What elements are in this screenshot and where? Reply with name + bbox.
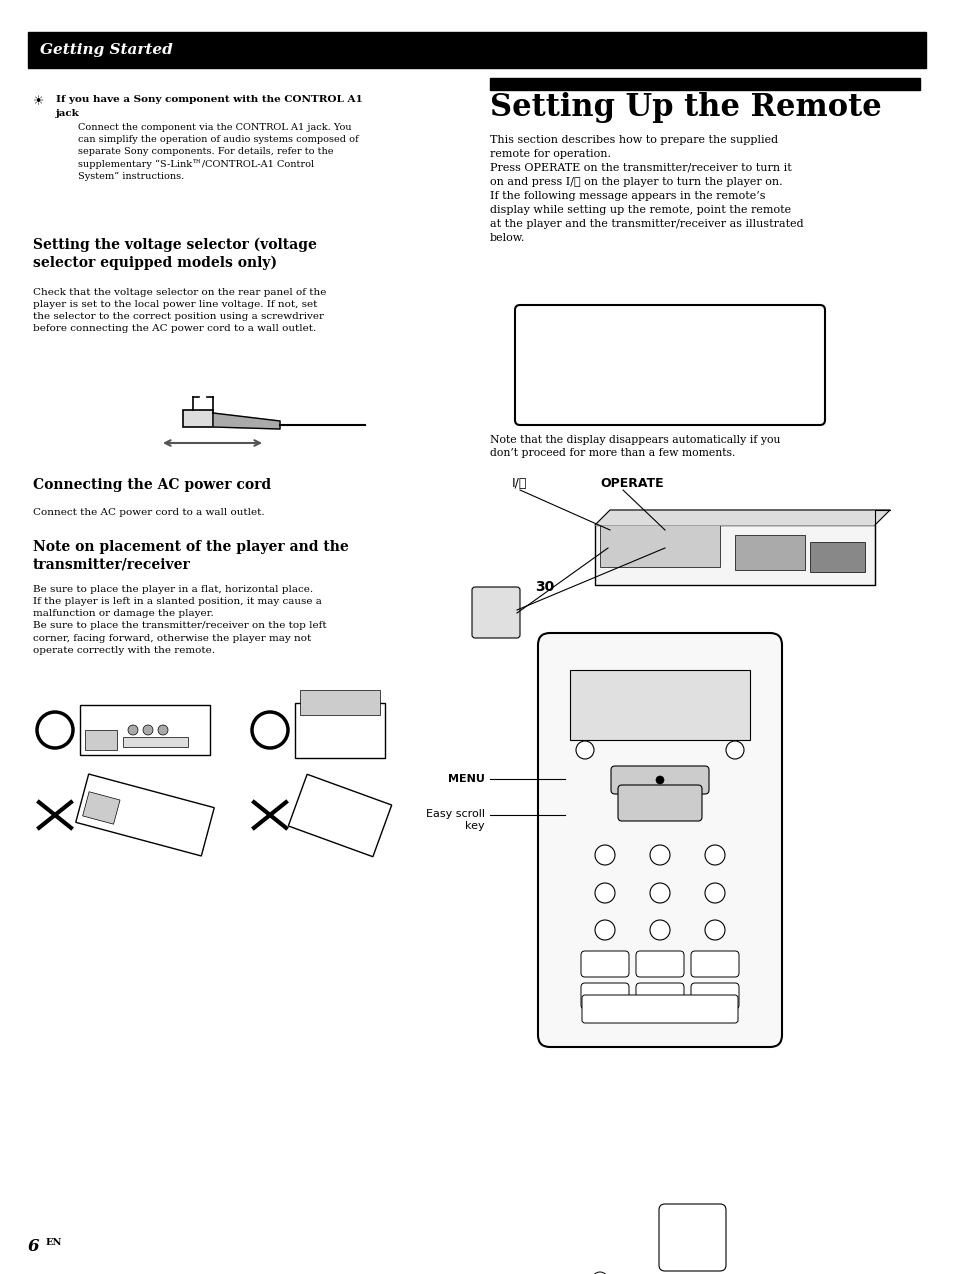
Text: Connecting the AC power cord: Connecting the AC power cord bbox=[33, 478, 271, 492]
Text: ☀: ☀ bbox=[33, 96, 44, 108]
Bar bbox=[288, 775, 392, 856]
FancyBboxPatch shape bbox=[537, 633, 781, 1047]
Text: Getting Started: Getting Started bbox=[40, 43, 172, 57]
Text: jack: jack bbox=[56, 110, 80, 118]
Text: Note on placement of the player and the
transmitter/receiver: Note on placement of the player and the … bbox=[33, 540, 349, 571]
Text: Connect the AC power cord to a wall outlet.: Connect the AC power cord to a wall outl… bbox=[33, 508, 264, 517]
Text: Easy scroll
key: Easy scroll key bbox=[426, 809, 484, 831]
FancyBboxPatch shape bbox=[595, 525, 874, 585]
FancyBboxPatch shape bbox=[581, 995, 738, 1023]
Bar bbox=[569, 670, 749, 740]
Circle shape bbox=[649, 845, 669, 865]
Circle shape bbox=[656, 776, 663, 784]
Bar bbox=[28, 32, 925, 68]
Text: Connect the component via the CONTROL A1 jack. You
can simplify the operation of: Connect the component via the CONTROL A1… bbox=[78, 124, 358, 181]
FancyBboxPatch shape bbox=[515, 304, 824, 426]
Circle shape bbox=[158, 725, 168, 735]
Bar bbox=[299, 691, 379, 715]
Text: Check that the voltage selector on the rear panel of the
player is set to the lo: Check that the voltage selector on the r… bbox=[33, 288, 326, 334]
Circle shape bbox=[704, 920, 724, 940]
FancyBboxPatch shape bbox=[580, 950, 628, 977]
Polygon shape bbox=[595, 510, 889, 525]
FancyBboxPatch shape bbox=[472, 587, 519, 638]
Circle shape bbox=[704, 883, 724, 903]
Text: 30: 30 bbox=[535, 580, 554, 594]
Bar bbox=[83, 791, 120, 824]
FancyBboxPatch shape bbox=[659, 1204, 725, 1271]
FancyBboxPatch shape bbox=[690, 950, 739, 977]
FancyBboxPatch shape bbox=[636, 984, 683, 1009]
Circle shape bbox=[592, 1271, 607, 1274]
Circle shape bbox=[595, 845, 615, 865]
Text: Note that the display disappears automatically if you
don’t proceed for more tha: Note that the display disappears automat… bbox=[490, 434, 780, 459]
Polygon shape bbox=[213, 413, 280, 429]
Bar bbox=[183, 410, 213, 427]
Text: OPERATE: OPERATE bbox=[599, 476, 663, 490]
FancyBboxPatch shape bbox=[636, 950, 683, 977]
Bar bbox=[80, 705, 210, 755]
Text: If you have a Sony component with the CONTROL A1: If you have a Sony component with the CO… bbox=[56, 96, 362, 104]
Circle shape bbox=[725, 741, 743, 759]
Text: MENU: MENU bbox=[448, 775, 484, 784]
Circle shape bbox=[595, 920, 615, 940]
Bar bbox=[734, 535, 804, 569]
Circle shape bbox=[128, 725, 138, 735]
Text: Be sure to place the player in a flat, horizontal place.
If the player is left i: Be sure to place the player in a flat, h… bbox=[33, 585, 326, 655]
Text: Setting Up the Remote: Setting Up the Remote bbox=[490, 92, 881, 124]
Bar bbox=[809, 541, 864, 572]
Circle shape bbox=[704, 845, 724, 865]
FancyBboxPatch shape bbox=[580, 984, 628, 1009]
FancyBboxPatch shape bbox=[610, 766, 708, 794]
Circle shape bbox=[649, 883, 669, 903]
FancyBboxPatch shape bbox=[690, 984, 739, 1009]
Bar bbox=[599, 525, 720, 567]
Circle shape bbox=[649, 920, 669, 940]
Text: This section describes how to prepare the supplied
remote for operation.
Press O: This section describes how to prepare th… bbox=[490, 135, 802, 243]
Bar bbox=[490, 78, 919, 90]
Text: 6: 6 bbox=[28, 1238, 40, 1255]
Circle shape bbox=[595, 883, 615, 903]
Text: Setting the voltage selector (voltage
selector equipped models only): Setting the voltage selector (voltage se… bbox=[33, 238, 316, 270]
Bar bbox=[123, 736, 188, 747]
FancyBboxPatch shape bbox=[618, 785, 701, 820]
Bar bbox=[294, 703, 385, 758]
Text: EN: EN bbox=[46, 1238, 62, 1247]
Circle shape bbox=[576, 741, 594, 759]
Bar bbox=[75, 775, 214, 856]
Bar bbox=[85, 730, 117, 750]
Circle shape bbox=[143, 725, 152, 735]
Text: I/⏻: I/⏻ bbox=[512, 476, 527, 490]
